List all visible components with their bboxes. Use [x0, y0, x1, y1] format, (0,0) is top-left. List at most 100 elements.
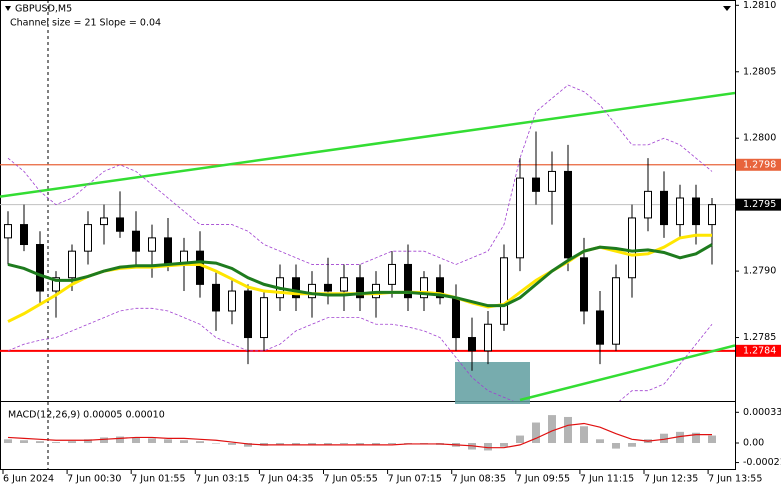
- macd-bar: [244, 443, 252, 447]
- macd-bar: [292, 443, 300, 445]
- macd-bar: [356, 443, 364, 445]
- candle-body: [500, 257, 508, 325]
- macd-bar: [228, 443, 236, 445]
- macd-bar: [676, 431, 684, 444]
- moving-average: [7, 243, 713, 308]
- macd-bar: [580, 426, 588, 444]
- highlight-zone: [455, 362, 530, 404]
- y-tick-label: 1.2785: [743, 332, 776, 343]
- macd-bar: [484, 443, 492, 451]
- candle-body: [52, 277, 60, 292]
- y-tick-label: 1.2810: [743, 0, 776, 11]
- macd-bar: [708, 435, 716, 444]
- chart-title: GBPUSD,M5: [15, 4, 72, 15]
- x-tick-label: 7 Jun 03:15: [195, 474, 249, 485]
- macd-y-tick-label: -0.00021: [743, 457, 781, 468]
- current-price-box: [736, 198, 781, 211]
- macd-bar: [628, 443, 636, 447]
- macd-bar: [548, 415, 556, 444]
- macd-bar: [4, 439, 12, 444]
- channel-lower: [519, 344, 735, 401]
- candle-body: [84, 224, 92, 252]
- candle-body: [612, 277, 620, 345]
- x-tick-label: 7 Jun 01:55: [131, 474, 185, 485]
- macd-bar: [148, 438, 156, 444]
- x-tick-label: 7 Jun 00:30: [67, 474, 121, 485]
- macd-signal: [7, 422, 712, 449]
- plot-frame: [0, 0, 736, 470]
- x-tick-label: 7 Jun 04:35: [259, 474, 313, 485]
- candle-body: [644, 190, 652, 219]
- candle-body: [356, 277, 364, 299]
- candle-body: [468, 337, 476, 352]
- macd-label: MACD(12,26,9) 0.00005 0.00010: [8, 410, 165, 421]
- candle-body: [20, 224, 28, 246]
- macd-bar: [692, 432, 700, 444]
- level-label: 1.2798: [743, 159, 776, 170]
- candle-body: [196, 250, 204, 285]
- candle-body: [676, 197, 684, 226]
- macd-bar: [132, 437, 140, 444]
- x-tick-label: 7 Jun 07:15: [388, 474, 442, 485]
- macd-bar: [116, 436, 124, 444]
- candle-body: [404, 263, 412, 299]
- candle-body: [340, 277, 348, 292]
- macd-bar: [52, 442, 60, 444]
- macd-y-tick-label: 0.00: [743, 438, 764, 449]
- candle-body: [436, 277, 444, 299]
- candle-body: [68, 250, 76, 279]
- x-tick-label: 7 Jun 13:55: [708, 474, 762, 485]
- candle-body: [164, 237, 172, 265]
- candle-body: [148, 237, 156, 252]
- macd-bar: [20, 440, 28, 444]
- macd-bar: [516, 435, 524, 444]
- candle-body: [692, 197, 700, 226]
- candle-body: [484, 323, 492, 352]
- x-tick-label: 7 Jun 05:55: [324, 474, 378, 485]
- y-tick-label: 1.2790: [743, 266, 776, 277]
- macd-bar: [180, 440, 188, 444]
- candle-body: [708, 204, 716, 226]
- macd-bar: [324, 443, 332, 445]
- x-tick-label: 7 Jun 08:35: [452, 474, 506, 485]
- x-tick-label: 7 Jun 09:55: [516, 474, 570, 485]
- candle-body: [660, 190, 668, 226]
- level-label-box: [736, 344, 781, 357]
- macd-bar: [212, 443, 220, 444]
- candle-body: [244, 290, 252, 339]
- x-tick-label: 7 Jun 12:35: [644, 474, 698, 485]
- macd-bar: [164, 439, 172, 444]
- candle-body: [116, 217, 124, 232]
- macd-bar: [532, 422, 540, 444]
- x-tick-label: 6 Jun 2024: [3, 474, 54, 485]
- macd-bar: [100, 437, 108, 444]
- macd-bar: [276, 443, 284, 445]
- candle-body: [532, 177, 540, 192]
- macd-bar: [36, 441, 44, 444]
- candle-body: [564, 170, 572, 259]
- macd-bar: [340, 443, 348, 444]
- current-price-label: 1.2795: [743, 199, 776, 210]
- macd-bar: [660, 433, 668, 444]
- macd-bar: [564, 416, 572, 444]
- candle-body: [228, 290, 236, 312]
- candle-body: [516, 177, 524, 259]
- macd-y-tick-label: 0.00033: [743, 407, 781, 418]
- x-tick-label: 7 Jun 11:15: [580, 474, 634, 485]
- macd-bar: [84, 439, 92, 444]
- candle-body: [420, 277, 428, 299]
- candle-body: [308, 283, 316, 299]
- candle-body: [132, 230, 140, 252]
- macd-bar: [196, 441, 204, 444]
- candle-body: [324, 283, 332, 292]
- macd-bar: [612, 443, 620, 449]
- candle-body: [100, 217, 108, 226]
- candle-body: [260, 297, 268, 339]
- collapse-icon: [723, 6, 731, 11]
- menu-icon: [5, 6, 11, 11]
- candle-body: [596, 310, 604, 345]
- macd-bar: [68, 441, 76, 444]
- band-line: [7, 84, 713, 265]
- candle-body: [212, 283, 220, 312]
